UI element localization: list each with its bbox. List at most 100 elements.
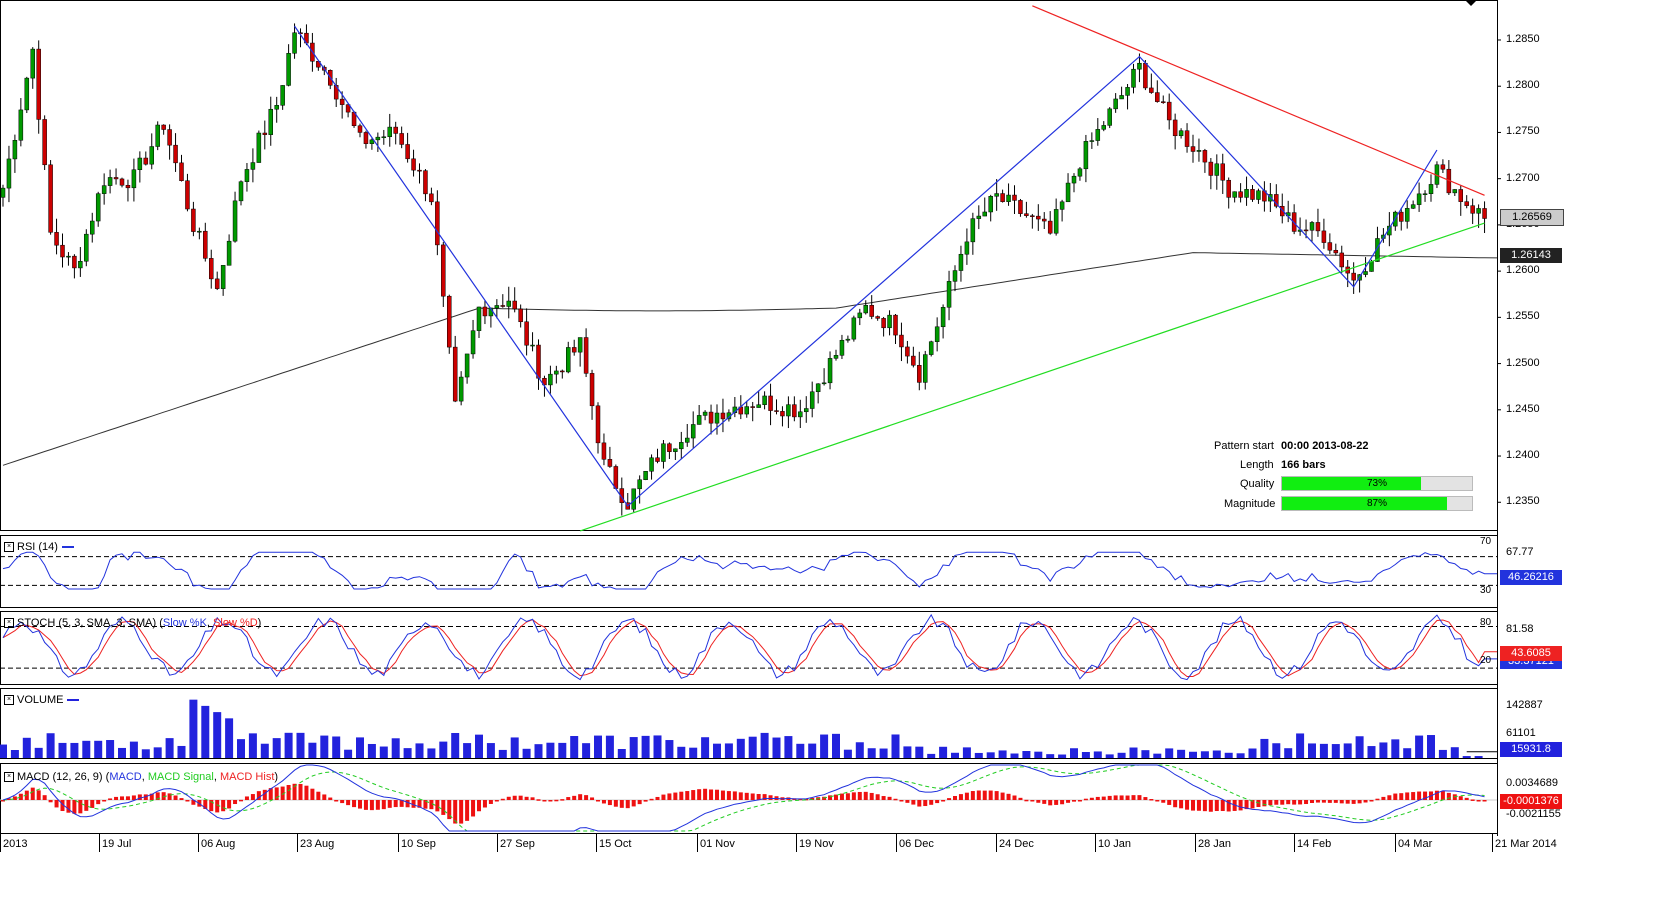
- stoch-label-suffix: ): [257, 617, 262, 629]
- macd-hist-bar: [120, 796, 124, 800]
- candle-body: [1155, 92, 1160, 102]
- macd-hist-bar: [6, 798, 11, 800]
- candle-body: [399, 133, 404, 145]
- stoch-panel-title: × STOCH (5, 3, SMA, 3, SMA) (Slow %K, Slo…: [4, 617, 261, 629]
- macd-hist-bar: [560, 799, 565, 801]
- candle-body: [1095, 129, 1101, 141]
- macd-hist-bar: [1089, 797, 1094, 800]
- macd-signal-line: [2, 764, 1485, 832]
- candle-body: [458, 376, 464, 402]
- candle-body: [1440, 164, 1446, 170]
- macd-hist-bar: [369, 800, 374, 811]
- volume-bar: [1105, 754, 1114, 758]
- candle-body: [946, 281, 952, 308]
- macd-hist-bar: [1208, 800, 1213, 812]
- price-tick-label: 1.2400: [1506, 449, 1540, 462]
- candle-body: [1137, 62, 1142, 70]
- candle-body: [1053, 209, 1059, 234]
- volume-bar: [403, 748, 412, 758]
- candle-body: [1184, 130, 1190, 147]
- macd-close-icon[interactable]: ×: [4, 772, 14, 783]
- macd-hist-bar: [869, 792, 874, 800]
- volume-bar: [689, 747, 698, 758]
- macd-hist-bar: [911, 800, 916, 805]
- volume-bar: [617, 749, 626, 758]
- last-price-tag: 1.26569: [1500, 209, 1564, 226]
- candle-body: [250, 162, 256, 170]
- chart-canvas: [0, 0, 1501, 852]
- macd-hist-bar: [1191, 800, 1195, 811]
- candle-body: [161, 124, 166, 130]
- candle-body: [1089, 140, 1095, 142]
- candle-body: [1399, 211, 1404, 222]
- macd-hist-bar: [298, 784, 303, 800]
- candle-body: [798, 411, 803, 418]
- macd-hist-bar: [1167, 800, 1172, 805]
- candle-body: [1226, 179, 1231, 198]
- volume-bar: [1129, 747, 1138, 758]
- stoch-close-icon[interactable]: ×: [4, 618, 14, 629]
- volume-close-icon[interactable]: ×: [4, 695, 14, 706]
- rsi-axis-value: 67.77: [1506, 546, 1534, 558]
- macd-hist-bar: [1369, 800, 1374, 802]
- stoch-axis-value: 81.58: [1506, 623, 1534, 635]
- rsi-level-lower: 30: [1480, 585, 1492, 596]
- volume-bar: [1200, 751, 1209, 758]
- volume-bar: [129, 741, 138, 758]
- macd-hist-bar: [875, 794, 880, 800]
- candle-body: [1256, 190, 1261, 200]
- volume-bar: [1331, 744, 1340, 758]
- candle-body: [661, 443, 666, 462]
- candle-body: [1220, 163, 1225, 181]
- volume-bar: [915, 746, 924, 758]
- volume-bar: [296, 732, 305, 758]
- rsi-line: [2, 551, 1497, 590]
- macd-hist-bar: [1292, 800, 1297, 805]
- macd-hist-bar: [1446, 792, 1451, 800]
- macd-hist-bar: [917, 800, 922, 807]
- volume-bar: [332, 736, 341, 758]
- candle-body: [988, 196, 993, 213]
- date-label: 10 Jan: [1098, 838, 1132, 850]
- macd-hist-bar: [554, 799, 559, 802]
- candle-body: [155, 124, 160, 147]
- macd-hist-bar: [1143, 797, 1148, 800]
- candle-body: [1303, 229, 1309, 232]
- macd-hist-bar: [518, 795, 523, 800]
- candle-body: [512, 300, 517, 310]
- candle-body: [1470, 205, 1475, 214]
- macd-hist-bar: [1434, 790, 1439, 800]
- macd-hist-bar: [596, 800, 600, 802]
- macd-hist-bar: [494, 800, 499, 802]
- macd-hist-bar: [762, 794, 767, 800]
- candle-body: [1012, 194, 1017, 201]
- volume-bar: [594, 735, 602, 758]
- macd-hist-bar: [125, 796, 130, 800]
- candle-body: [976, 215, 982, 219]
- volume-bar: [320, 735, 329, 758]
- macd-hist-bar: [947, 798, 952, 800]
- candle-body: [792, 404, 797, 418]
- macd-hist-bar: [191, 800, 196, 805]
- volume-bar: [546, 742, 555, 758]
- candle-body: [952, 270, 958, 282]
- macd-hist-bar: [304, 785, 309, 800]
- candle-body: [1190, 146, 1196, 152]
- macd-hist-bar: [1149, 799, 1154, 801]
- volume-bar: [629, 737, 638, 758]
- macd-hist-bar: [703, 788, 708, 800]
- stoch-separator: ,: [206, 617, 214, 629]
- candle-body: [1416, 193, 1422, 205]
- macd-hist-bar: [1333, 800, 1338, 803]
- candle-body: [90, 220, 95, 235]
- candle-body: [435, 201, 440, 246]
- candle-body: [1208, 161, 1214, 176]
- macd-hist-bar: [417, 800, 422, 808]
- candle-body: [447, 295, 452, 348]
- rsi-close-icon[interactable]: ×: [4, 542, 14, 553]
- macd-hist-bar: [1048, 800, 1053, 806]
- macd-hist-bar: [828, 795, 833, 800]
- candle-body: [690, 424, 696, 439]
- candle-body: [714, 412, 720, 424]
- candle-body: [209, 258, 214, 280]
